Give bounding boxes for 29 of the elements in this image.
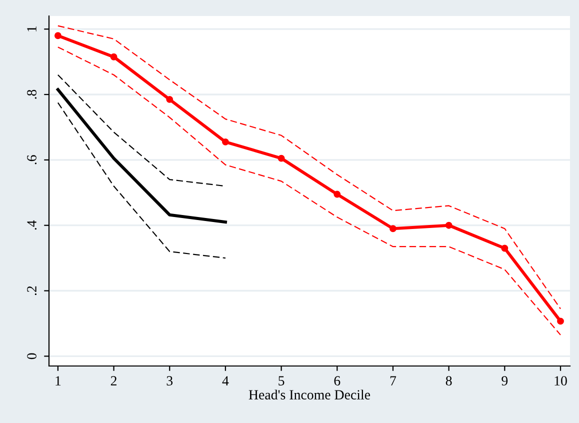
point (390, 225, 396, 232)
line-series (56, 88, 227, 224)
y-tick-label: .8 (27, 90, 37, 99)
y-tick-label: .2 (27, 286, 37, 296)
y-tick-label: .4 (27, 220, 37, 230)
point (278, 154, 285, 162)
y-tick-label: .6 (27, 155, 37, 164)
x-axis-title: Head's Income Decile (248, 390, 370, 400)
point (501, 244, 508, 252)
point (166, 96, 174, 103)
x-tick-label: 7 (390, 376, 396, 386)
point (222, 138, 229, 146)
x-tick-label: 5 (278, 376, 284, 386)
x-tick-label: 6 (334, 376, 340, 386)
y-tick-label: 0 (27, 353, 36, 360)
x-tick-label: 8 (446, 376, 452, 386)
x-tick-label: 9 (502, 376, 508, 386)
x-tick-label: 1 (56, 376, 61, 386)
point (334, 190, 341, 198)
y-tick-label: 1 (27, 26, 36, 32)
x-tick-label: 2 (110, 376, 116, 386)
point (445, 222, 452, 229)
line-series (57, 102, 226, 259)
point (110, 53, 118, 60)
x-tick-label: 10 (554, 376, 567, 386)
point (557, 318, 564, 325)
point (54, 32, 62, 40)
x-tick-label: 4 (222, 376, 229, 386)
x-tick-label: 3 (166, 376, 173, 386)
